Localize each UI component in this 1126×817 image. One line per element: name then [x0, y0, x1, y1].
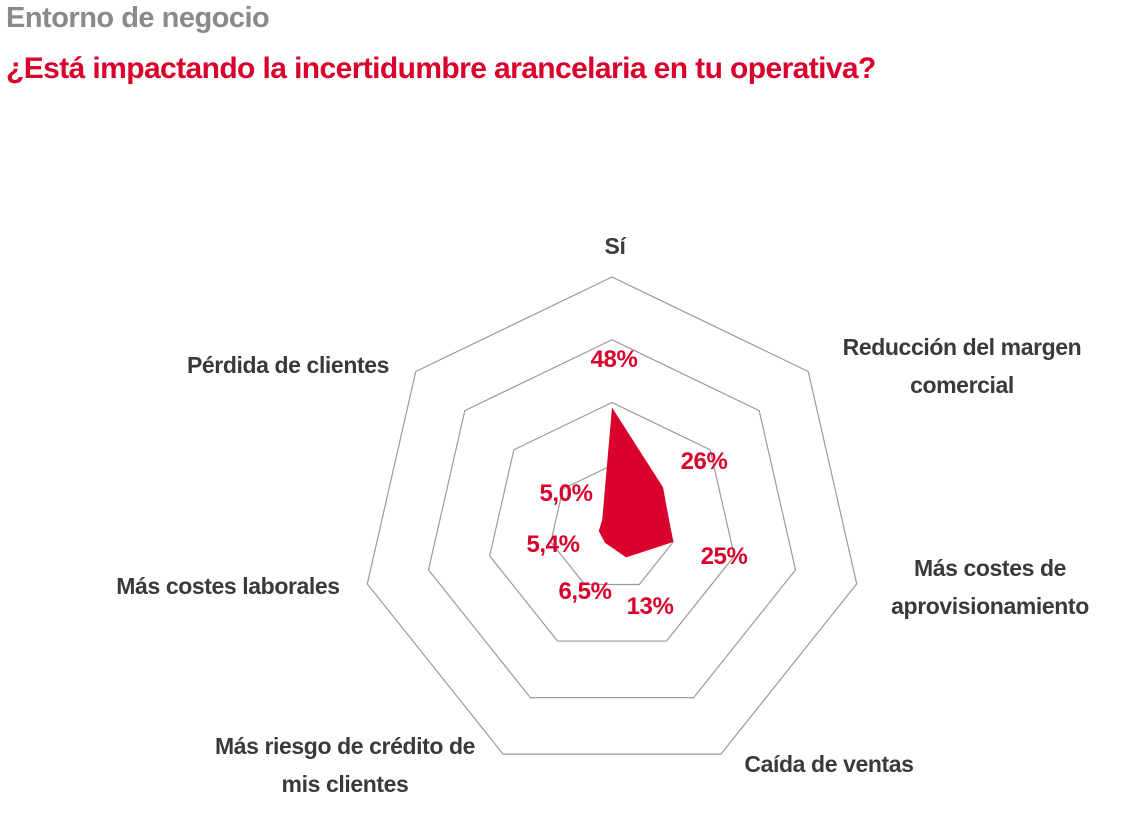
grid-ring-100 — [366, 276, 858, 755]
kicker-title: Entorno de negocio — [6, 2, 270, 34]
axis-label: Más costes laborales — [116, 573, 339, 599]
data-label: 5,0% — [539, 480, 592, 507]
axis-label: comercial — [910, 372, 1014, 398]
axis-label: mis clientes — [282, 771, 409, 797]
axis-label: Sí — [605, 233, 628, 259]
axis-label: Reducción del margen — [843, 334, 1082, 360]
axis-label: aprovisionamiento — [891, 593, 1089, 619]
data-label: 25% — [701, 543, 748, 570]
axis-label: Pérdida de clientes — [187, 352, 389, 378]
grid-ring-75 — [427, 339, 797, 699]
axis-label: Más costes de — [914, 555, 1066, 581]
data-label: 6,5% — [558, 578, 611, 605]
series-area — [598, 407, 674, 558]
data-label: 13% — [627, 593, 674, 620]
data-label: 48% — [591, 346, 638, 373]
chart-title: ¿Está impactando la incertidumbre arance… — [6, 52, 876, 85]
data-label: 5,4% — [526, 531, 579, 558]
axis-label: Más riesgo de crédito de — [215, 733, 475, 759]
grid-ring-50 — [488, 401, 736, 642]
axis-label: Caída de ventas — [744, 751, 913, 777]
data-label: 26% — [681, 448, 728, 475]
